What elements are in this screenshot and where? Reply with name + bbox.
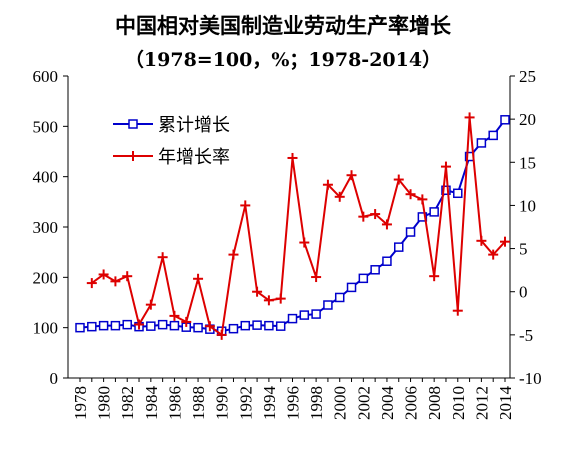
x-tick-label: 1994 [260, 386, 279, 421]
data-point [264, 320, 274, 331]
right-tick-label: 25 [519, 67, 536, 86]
data-point [299, 310, 310, 320]
left-tick-label: 0 [50, 369, 59, 388]
data-point [287, 313, 298, 324]
x-tick-label: 2012 [472, 386, 491, 420]
x-tick-label: 2004 [378, 386, 397, 421]
x-tick-label: 1990 [213, 386, 232, 420]
data-point [169, 320, 180, 331]
data-point [228, 323, 239, 334]
left-tick-label: 500 [33, 117, 59, 136]
data-point [311, 309, 321, 319]
data-point [382, 256, 392, 266]
data-point [429, 207, 439, 217]
x-tick-label: 1988 [189, 386, 208, 420]
series-line-1 [79, 119, 506, 333]
right-tick-label: 10 [519, 196, 536, 215]
right-tick-label: 15 [519, 153, 536, 172]
x-tick-label: 2010 [449, 386, 468, 420]
data-point [323, 300, 333, 310]
data-point [252, 320, 262, 330]
data-point [157, 319, 168, 330]
x-tick-label: 1986 [165, 386, 184, 420]
x-tick-label: 1982 [118, 386, 137, 420]
data-point [370, 265, 380, 275]
x-tick-label: 1980 [95, 386, 114, 420]
data-point [146, 321, 156, 331]
data-point [405, 227, 416, 237]
x-tick-label: 2006 [402, 386, 421, 420]
chart-title: 中国相对美国制造业劳动生产率增长 [115, 13, 452, 38]
data-point [110, 320, 121, 331]
x-tick-label: 2002 [354, 386, 373, 420]
data-point [122, 319, 132, 330]
left-tick-label: 100 [33, 319, 59, 338]
series-layer [75, 112, 510, 340]
right-tick-label: 5 [519, 240, 528, 259]
data-point [275, 321, 286, 331]
data-point [193, 322, 203, 333]
right-tick-label: -5 [519, 326, 533, 345]
data-point [488, 130, 498, 141]
right-tick-label: 20 [519, 110, 536, 129]
x-tick-label: 1998 [307, 386, 326, 420]
data-point [87, 321, 97, 332]
x-tick-label: 1984 [142, 386, 161, 421]
data-point [453, 188, 463, 199]
data-point [98, 320, 109, 331]
data-point [500, 115, 510, 125]
left-tick-label: 200 [33, 268, 59, 287]
legend-label-1: 累计增长 [158, 115, 230, 136]
data-point [394, 242, 404, 252]
data-point [240, 320, 251, 331]
series-line-2 [91, 117, 506, 337]
left-tick-label: 600 [33, 67, 59, 86]
data-point [75, 322, 85, 333]
data-point [441, 185, 451, 196]
legend-label-2: 年增长率 [158, 147, 230, 168]
axes: 0 100 200 300 400 500 600 -10 -5 0 5 10 15 20 25 1978 19… [33, 67, 542, 420]
x-tick-label: 2000 [331, 386, 350, 420]
left-tick-label: 300 [33, 218, 59, 237]
data-point [346, 282, 357, 293]
x-tick-label: 2014 [496, 386, 515, 421]
x-tick-label: 2008 [425, 386, 444, 420]
chart-subtitle: （1978=100，%；1978-2014） [125, 48, 441, 71]
data-point [358, 273, 369, 284]
x-tick-label: 1996 [284, 386, 303, 420]
right-tick-label: 0 [519, 283, 528, 302]
data-point [334, 292, 345, 303]
left-tick-label: 400 [33, 168, 59, 187]
right-tick-label: -10 [519, 369, 542, 388]
data-point [476, 138, 487, 148]
data-point [417, 212, 428, 222]
x-tick-label: 1992 [236, 386, 255, 420]
legend-marker-1 [128, 119, 138, 129]
x-tick-label: 1978 [71, 386, 90, 420]
